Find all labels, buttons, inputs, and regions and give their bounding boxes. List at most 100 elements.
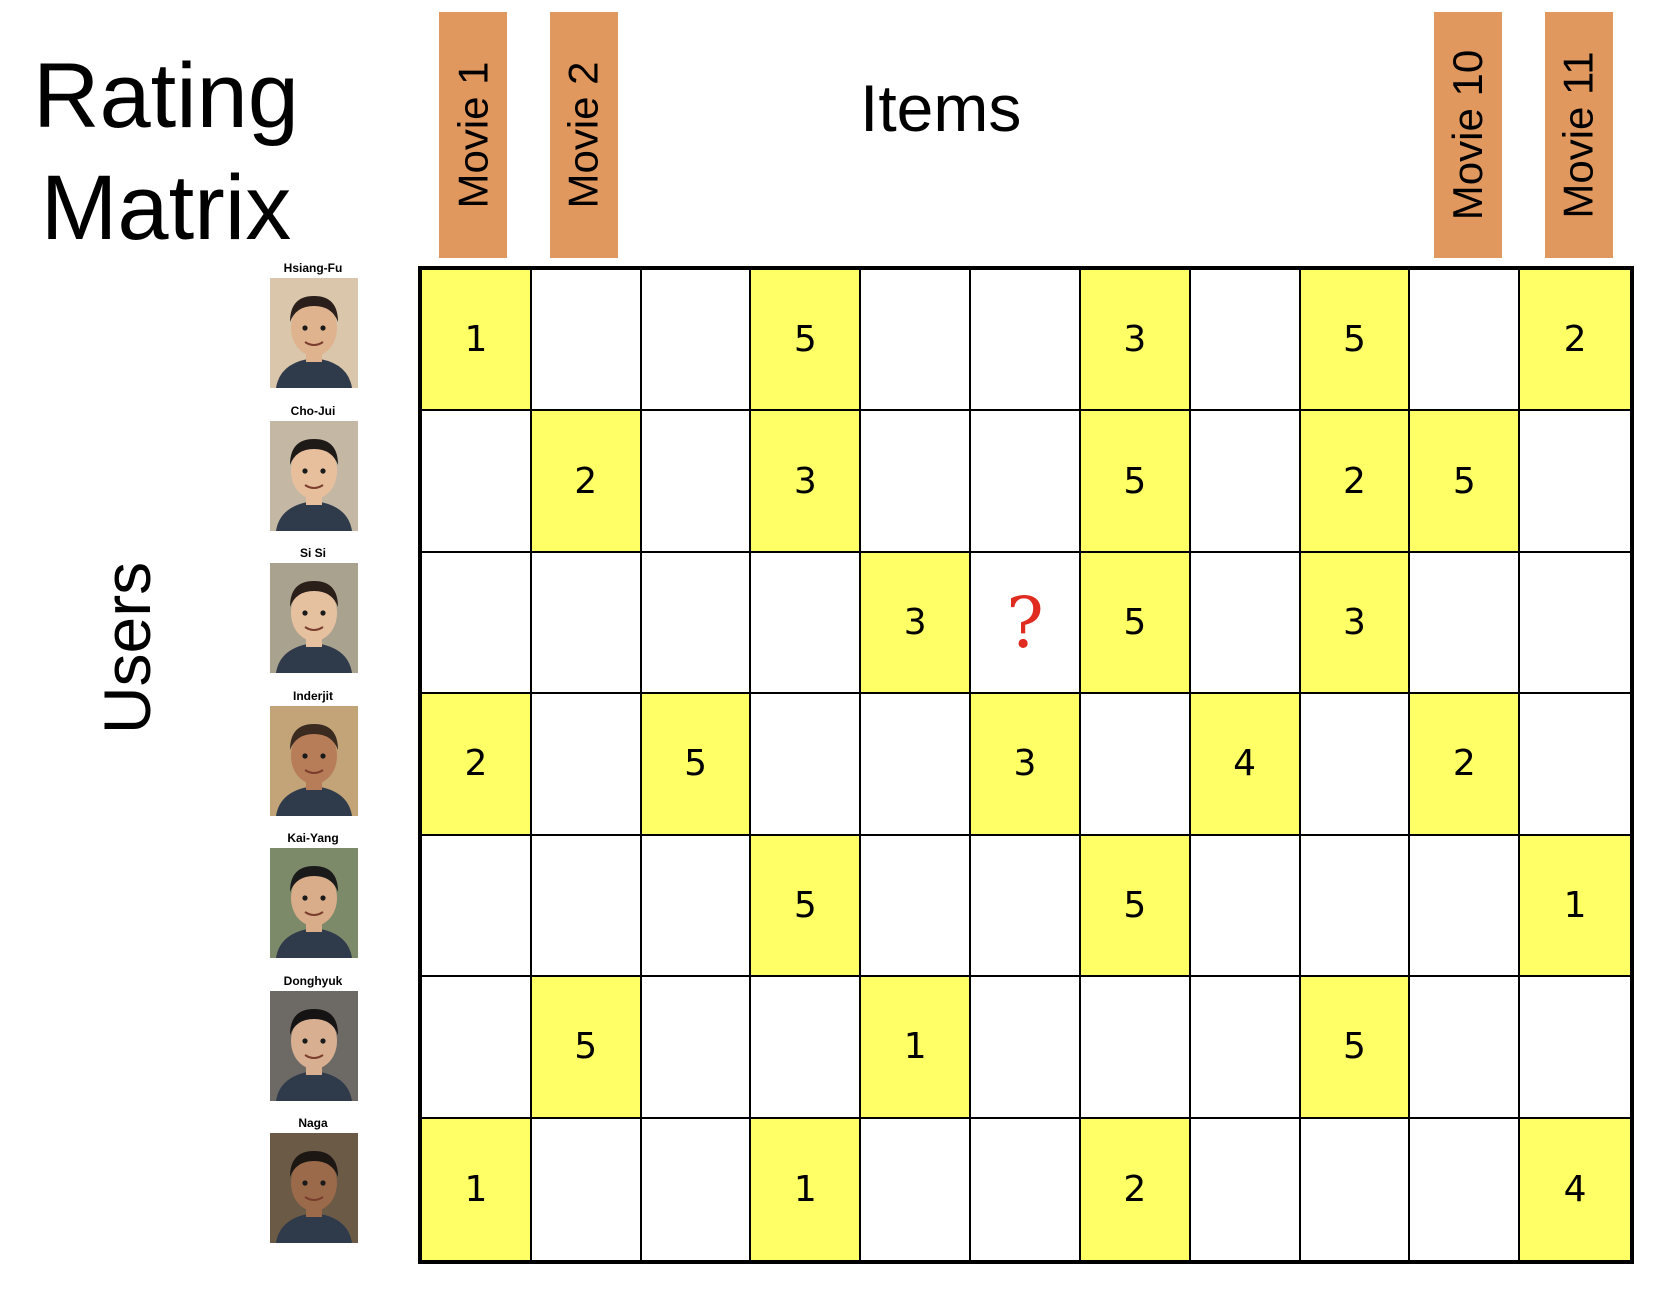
movie-label-tag: Movie 2 <box>549 12 618 258</box>
rating-cell: 3 <box>1080 270 1191 412</box>
user-avatar <box>270 705 358 816</box>
empty-cell <box>1520 552 1630 695</box>
empty-cell <box>1190 977 1301 1119</box>
empty-cell <box>1410 977 1521 1119</box>
empty-cell <box>1410 552 1521 695</box>
rating-cell: 5 <box>531 977 642 1119</box>
empty-cell <box>531 552 642 695</box>
empty-cell <box>1520 411 1630 553</box>
person-photo-icon <box>270 420 358 531</box>
user-avatar <box>270 990 358 1101</box>
users-axis-label: Users <box>90 561 164 735</box>
rating-cell: 1 <box>422 270 532 412</box>
empty-cell <box>641 835 752 978</box>
unknown-rating-cell: ? <box>971 552 1081 695</box>
rating-cell: 5 <box>1410 411 1521 553</box>
rating-matrix: 1 5 3 5 2 2 3 5 2 5 3? 5 3 2 5 3 4 2 5 5 1 5 1 5 1 1 2 4 <box>418 266 1634 1264</box>
empty-cell <box>1410 835 1521 978</box>
rating-cell: 5 <box>1080 835 1191 978</box>
empty-cell <box>422 977 532 1119</box>
user-name-label: Kai-Yang <box>287 831 339 846</box>
rating-cell: 1 <box>422 1118 532 1260</box>
rating-cell: 1 <box>1520 835 1630 978</box>
movie-label-text: Movie 2 <box>559 61 607 209</box>
user-avatar <box>270 278 358 388</box>
rating-cell: 1 <box>861 977 972 1119</box>
empty-cell <box>751 552 862 695</box>
rating-cell: 2 <box>1520 270 1630 412</box>
empty-cell <box>861 835 972 978</box>
empty-cell <box>1410 270 1521 412</box>
title-line-1: Rating <box>33 45 299 147</box>
empty-cell <box>971 411 1081 553</box>
empty-cell <box>751 694 862 836</box>
empty-cell <box>531 694 642 836</box>
user-name-label: Cho-Jui <box>290 403 336 418</box>
items-axis-label: Items <box>860 71 1022 145</box>
empty-cell <box>1080 694 1191 836</box>
title-line-2: Matrix <box>40 157 292 259</box>
movie-label-text: Movie 10 <box>1444 49 1492 221</box>
empty-cell <box>861 270 972 412</box>
empty-cell <box>1410 1118 1521 1260</box>
person-photo-icon <box>270 990 358 1101</box>
empty-cell <box>531 270 642 412</box>
user-avatar <box>270 420 358 531</box>
rating-cell: 3 <box>861 552 972 695</box>
empty-cell <box>422 835 532 978</box>
user-name-label: Hsiang-Fu <box>283 261 343 275</box>
rating-cell: 2 <box>531 411 642 553</box>
rating-cell: 5 <box>641 694 752 836</box>
empty-cell <box>971 977 1081 1119</box>
user-name-label: Donghyuk <box>283 973 343 988</box>
empty-cell <box>971 1118 1081 1260</box>
empty-cell <box>1520 977 1630 1119</box>
rating-cell: 2 <box>422 694 532 836</box>
empty-cell <box>422 552 532 695</box>
user-name-label: Naga <box>298 1116 328 1131</box>
person-photo-icon <box>270 1133 358 1244</box>
empty-cell <box>1190 270 1301 412</box>
empty-cell <box>861 411 972 553</box>
user-name-label: Si Si <box>299 546 326 561</box>
rating-cell: 2 <box>1300 411 1411 553</box>
empty-cell <box>861 694 972 836</box>
empty-cell <box>422 411 532 553</box>
rating-cell: 1 <box>751 1118 862 1260</box>
rating-cell: 4 <box>1520 1118 1630 1260</box>
user-avatar <box>270 1133 358 1244</box>
empty-cell <box>751 977 862 1119</box>
user-avatar <box>270 563 358 674</box>
rating-cell: 5 <box>1300 977 1411 1119</box>
empty-cell <box>1300 694 1411 836</box>
empty-cell <box>1300 1118 1411 1260</box>
user-name-label: Inderjit <box>292 688 333 703</box>
person-photo-icon <box>270 278 358 388</box>
movie-label-tag: Movie 10 <box>1434 12 1503 258</box>
empty-cell <box>1190 411 1301 553</box>
rating-cell: 5 <box>751 835 862 978</box>
diagram-title: Rating Matrix <box>16 40 316 264</box>
rating-cell: 4 <box>1190 694 1301 836</box>
rating-cell: 5 <box>751 270 862 412</box>
rating-cell: 5 <box>1300 270 1411 412</box>
empty-cell <box>971 270 1081 412</box>
person-photo-icon <box>270 848 358 959</box>
empty-cell <box>971 835 1081 978</box>
movie-label-text: Movie 1 <box>449 61 497 209</box>
rating-cell: 3 <box>751 411 862 553</box>
empty-cell <box>641 270 752 412</box>
rating-cell: 3 <box>971 694 1081 836</box>
empty-cell <box>641 1118 752 1260</box>
movie-label-tag: Movie 1 <box>439 12 508 258</box>
rating-cell: 5 <box>1080 411 1191 553</box>
rating-cell: 5 <box>1080 552 1191 695</box>
rating-cell: 2 <box>1410 694 1521 836</box>
rating-cell: 3 <box>1300 552 1411 695</box>
empty-cell <box>531 835 642 978</box>
empty-cell <box>1190 835 1301 978</box>
person-photo-icon <box>270 705 358 816</box>
movie-label-text: Movie 11 <box>1554 51 1602 219</box>
empty-cell <box>641 552 752 695</box>
empty-cell <box>1520 694 1630 836</box>
